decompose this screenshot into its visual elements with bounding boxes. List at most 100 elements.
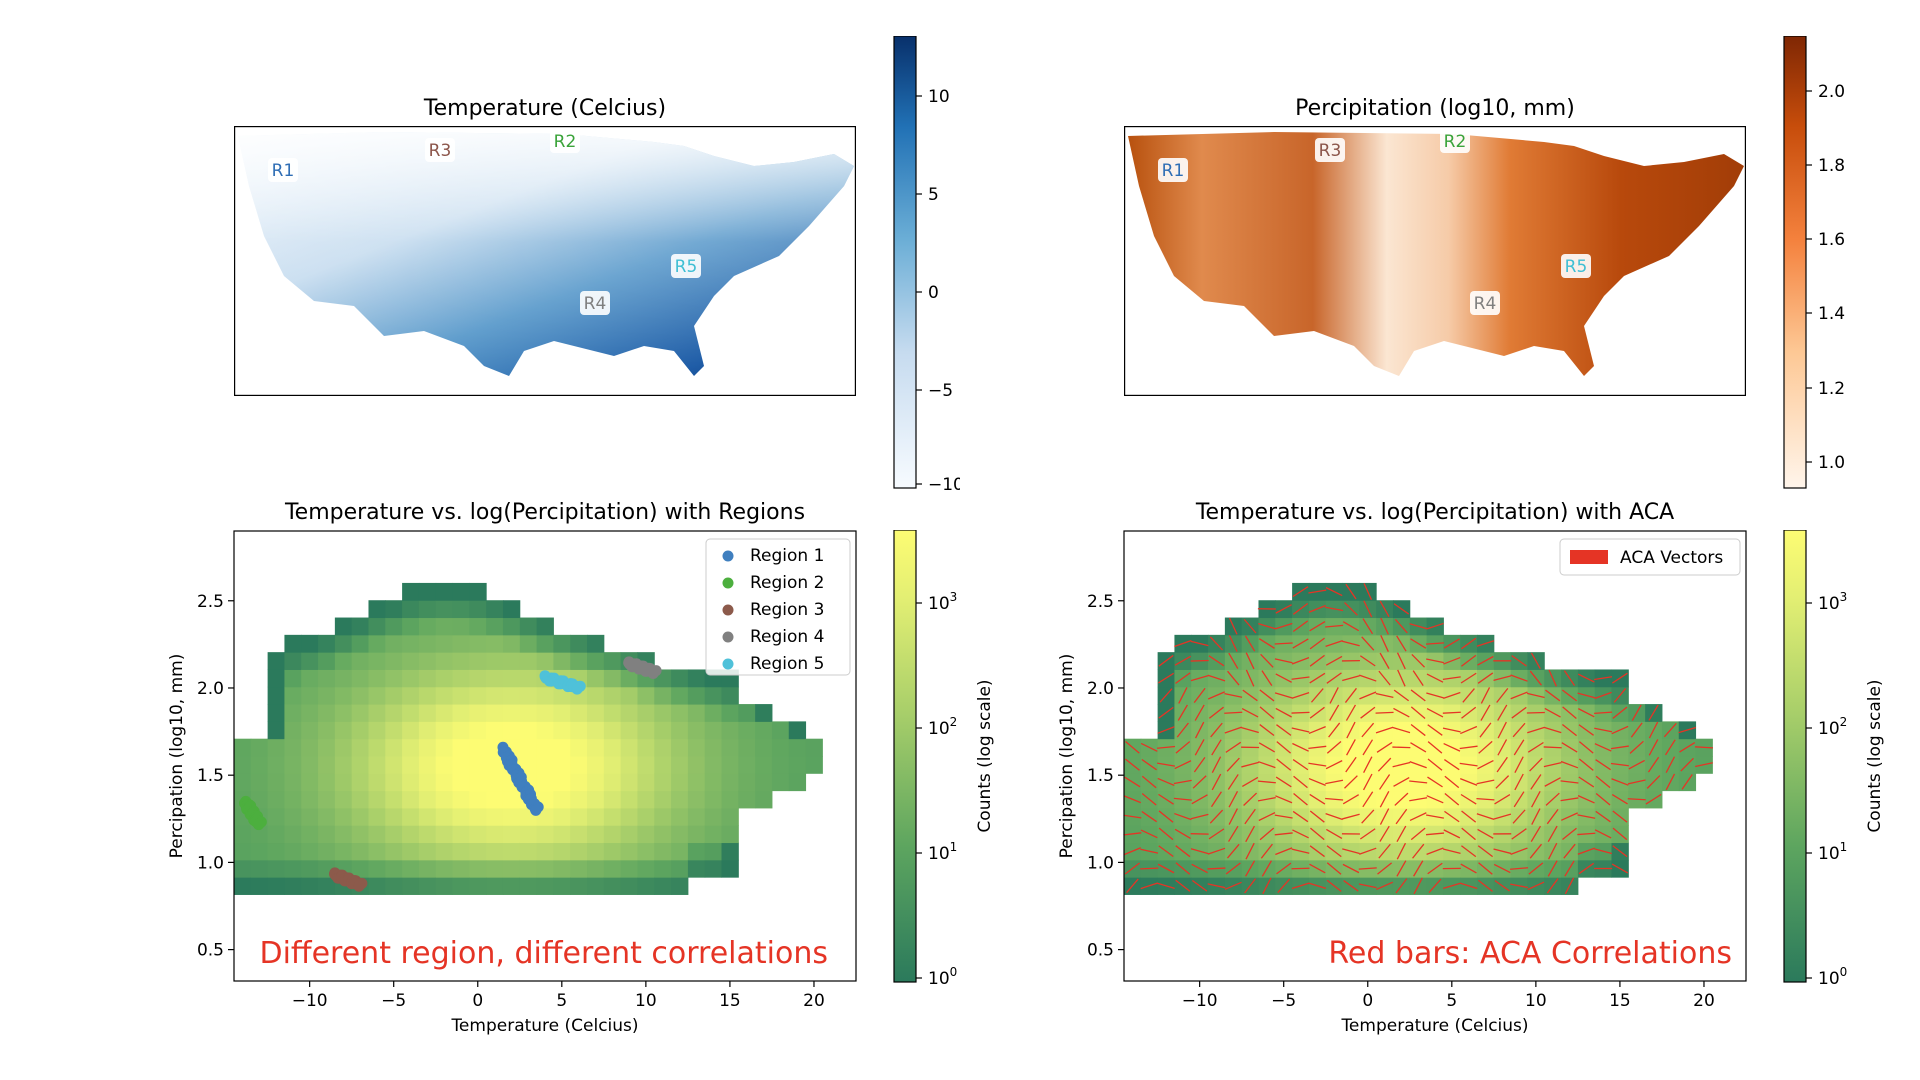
hist-cell [469, 704, 487, 722]
aca-vector [1257, 780, 1276, 784]
aca-vector [1409, 623, 1428, 630]
aca-vector [1409, 797, 1428, 802]
hist-regions-colorbar-label: Counts (log scale) [975, 679, 995, 832]
aca-vector [1346, 739, 1356, 756]
hist-cell [234, 756, 252, 774]
hist-cell [469, 738, 487, 757]
hist-cell [402, 634, 420, 653]
aca-vector [1241, 761, 1259, 768]
legend-marker [722, 550, 734, 562]
hist-cell [519, 738, 538, 757]
hist-cell [587, 704, 605, 722]
aca-vector [1175, 672, 1191, 684]
aca-vector [1157, 882, 1175, 889]
hist-cell [402, 686, 420, 705]
x-tick-label: 5 [556, 991, 567, 1011]
aca-vector [1545, 792, 1560, 806]
hist-cell [334, 617, 353, 636]
temp-map-frame [234, 126, 856, 396]
hist-cell [570, 842, 588, 861]
aca-vector [1409, 760, 1427, 769]
hist-cell [755, 756, 773, 774]
hist-regions-frame [233, 530, 857, 982]
aca-vector [1123, 832, 1142, 836]
region-label-r5: R5 [671, 254, 701, 278]
hist-cell [502, 877, 521, 895]
hist-cell [351, 842, 369, 861]
hist-cell [704, 842, 723, 861]
hist-cell [654, 773, 672, 792]
y-tick-label: 1.5 [197, 766, 224, 786]
aca-vector [1379, 652, 1390, 669]
precip-map-title: Percipitation (log10, mm) [1295, 96, 1575, 121]
hist-cell [301, 634, 319, 653]
hist-cell [385, 859, 403, 878]
aca-vector [1510, 691, 1528, 700]
aca-vector [1190, 813, 1209, 820]
hist-cell [671, 790, 689, 809]
aca-vector [1190, 675, 1209, 682]
hist-cell [687, 756, 706, 774]
aca-vector [1174, 812, 1192, 821]
hist-cell [301, 721, 319, 740]
svg-text:1.2: 1.2 [1818, 379, 1845, 399]
hist-cell [519, 686, 538, 705]
hist-cell [620, 842, 638, 861]
aca-vector [1462, 688, 1475, 703]
aca-vector [1442, 882, 1461, 889]
hist-cell [654, 825, 672, 844]
aca-vector [1493, 863, 1511, 874]
svg-text:−10: −10 [928, 475, 960, 492]
hist-regions-colorbar: 100 101 102 103 Counts (log scale) [893, 530, 995, 989]
aca-vector [1376, 741, 1393, 753]
aca-vector [1694, 746, 1713, 749]
aca-vector [1140, 829, 1158, 839]
hist-cell [704, 738, 723, 757]
y-tick-label: 1.0 [197, 853, 224, 873]
hist-cell [536, 773, 554, 792]
hist-cell [704, 756, 723, 774]
hist-cell [687, 704, 706, 722]
x-tick-label: 20 [803, 991, 825, 1011]
hist-cell [637, 859, 655, 878]
hist-cell [721, 686, 739, 705]
aca-vector [1444, 793, 1460, 806]
hist-aca-ylabel: Percipation (log10, mm) [1057, 654, 1077, 859]
hist-cell [435, 721, 454, 740]
aca-vector [1443, 638, 1460, 649]
hist-cell [536, 704, 554, 722]
hist-cell [519, 877, 538, 895]
hist-cell [536, 652, 554, 670]
aca-vector [1224, 711, 1243, 714]
aca-vector [1342, 640, 1360, 647]
aca-vector [1665, 756, 1676, 773]
hist-cell [738, 773, 756, 792]
hist-cell [318, 704, 336, 722]
aca-vector [1561, 812, 1578, 821]
hist-cell [351, 704, 369, 722]
aca-vector [1207, 867, 1226, 870]
precip-map-panel: R1 R3 R2 R5 R4 [1124, 126, 1746, 396]
hist-cell [452, 773, 470, 792]
svg-text:2.0: 2.0 [1818, 82, 1845, 102]
hist-cell [351, 790, 369, 809]
hist-cell [502, 859, 521, 878]
hist-cell [603, 704, 622, 722]
hist-cell [267, 756, 285, 774]
aca-vector [1276, 862, 1292, 875]
hist-cell [385, 738, 403, 757]
aca-vector [1610, 745, 1629, 750]
hist-cell [318, 721, 336, 740]
aca-vector [1259, 827, 1275, 841]
hist-cell [671, 807, 689, 826]
aca-vector [1543, 746, 1562, 749]
hist-cell [519, 669, 538, 688]
hist-cell [738, 704, 756, 722]
aca-vector [1627, 798, 1646, 801]
hist-cell [620, 738, 638, 757]
aca-vector [1173, 797, 1192, 801]
hist-cell [805, 756, 823, 774]
hist-cell [654, 686, 672, 705]
hist-cell [368, 859, 386, 878]
hist-cell [435, 600, 454, 619]
